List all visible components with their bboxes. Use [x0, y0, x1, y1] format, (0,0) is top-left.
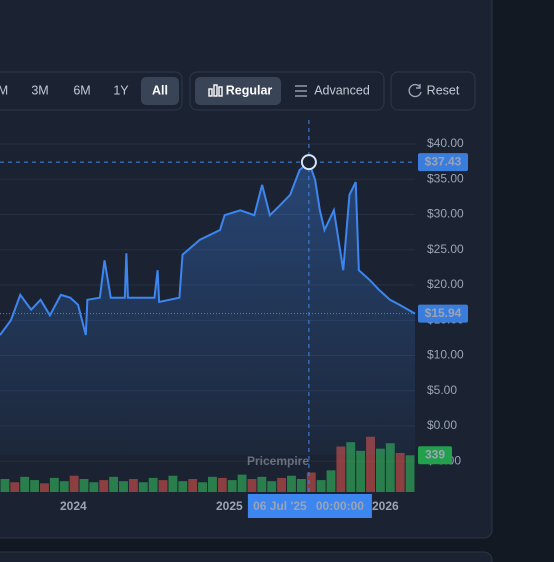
volume-bar [148, 477, 158, 492]
volume-bar [49, 477, 59, 492]
volume-bar [316, 480, 326, 492]
volume-label: 339 [425, 447, 445, 461]
crosshair-point [300, 154, 317, 171]
reset-button[interactable] [390, 71, 476, 111]
last-badge [418, 304, 468, 323]
y-tick-label: $10.00 [427, 348, 464, 362]
y-tick-label: $40.00 [427, 136, 464, 150]
volume-bar [30, 480, 40, 492]
volume-bar [326, 470, 336, 492]
volume-bar [306, 472, 316, 492]
panel-below [0, 551, 493, 562]
range-button[interactable]: 1Y [113, 83, 129, 97]
volume-bar [395, 453, 405, 492]
mode-group [189, 71, 385, 111]
y-tick-label: $25.00 [427, 242, 464, 256]
volume-bar [247, 479, 257, 492]
reset-icon [408, 83, 422, 98]
volume-bar [385, 443, 395, 492]
area [0, 162, 415, 455]
volume-bar [138, 482, 148, 492]
volume-bar [188, 479, 198, 492]
watermark: Pricempire [247, 454, 309, 468]
volume-bar [59, 481, 69, 492]
volume-bar [405, 455, 415, 492]
volume-bar [40, 483, 49, 492]
volume-bar [198, 482, 207, 492]
volume-bar [346, 442, 356, 492]
range-button[interactable]: 3M [31, 83, 48, 97]
crosshair-date: 06 Jul '25 [253, 499, 307, 513]
range-button[interactable]: All [152, 83, 168, 97]
volume-bar [20, 476, 30, 492]
chart: $40.00$35.00$30.00$25.00$20.00$15.00$10.… [0, 120, 468, 518]
volume-bar [10, 482, 20, 492]
volume-bar [287, 475, 296, 492]
y-tick-label: $30.00 [427, 207, 464, 221]
reset-label[interactable]: Reset [427, 83, 460, 97]
volume-bar [277, 477, 287, 492]
crosshair-value-badge [418, 153, 468, 172]
y-tick-label: $20.00 [427, 277, 464, 291]
bar-icon [208, 84, 223, 97]
volume-bar [366, 436, 375, 492]
volume-bar [109, 476, 119, 492]
volume-bar [69, 475, 79, 492]
y-tick-label: $35.00 [427, 171, 464, 185]
volume-bar [237, 474, 247, 492]
volume-bar [158, 480, 168, 492]
crosshair-value: $37.43 [425, 154, 462, 168]
crosshair-date-badge [247, 494, 372, 518]
volume-bar [89, 482, 99, 492]
mode-button[interactable]: Regular [226, 83, 273, 97]
y-tick-label: $5.00 [427, 383, 457, 397]
volume-bar [356, 450, 366, 492]
x-tick-label: 2025 [216, 499, 243, 513]
volume-bar [178, 481, 188, 492]
volume-bar [79, 479, 89, 492]
volume-bar [168, 475, 178, 492]
volume-bar [296, 479, 306, 492]
volume-bar [217, 477, 227, 492]
volume-bar [99, 480, 109, 492]
price-line [0, 160, 416, 336]
volume-bar [336, 446, 346, 492]
mode-active [195, 77, 281, 105]
volume-bar [227, 480, 237, 492]
range-group [0, 71, 183, 111]
range-active [141, 77, 179, 105]
volume-bar [0, 479, 10, 492]
volume-bar [208, 476, 217, 492]
volume-bar [257, 476, 267, 492]
mode-button[interactable]: Advanced [314, 83, 370, 97]
y-tick-label: $0.00 [427, 418, 457, 432]
crosshair-time: 00:00:00 [316, 499, 364, 513]
volume-bar [267, 481, 277, 492]
x-tick-label: 2024 [60, 499, 87, 513]
volume-bar [128, 479, 138, 492]
x-tick-label: 2026 [372, 499, 399, 513]
volume-bar [375, 448, 385, 492]
volume-bar [119, 481, 128, 492]
sliders-icon [295, 85, 307, 97]
range-button[interactable]: 6M [73, 83, 90, 97]
volume-badge [418, 446, 452, 465]
range-button[interactable]: M [0, 83, 8, 97]
last-label: $15.94 [425, 306, 462, 320]
